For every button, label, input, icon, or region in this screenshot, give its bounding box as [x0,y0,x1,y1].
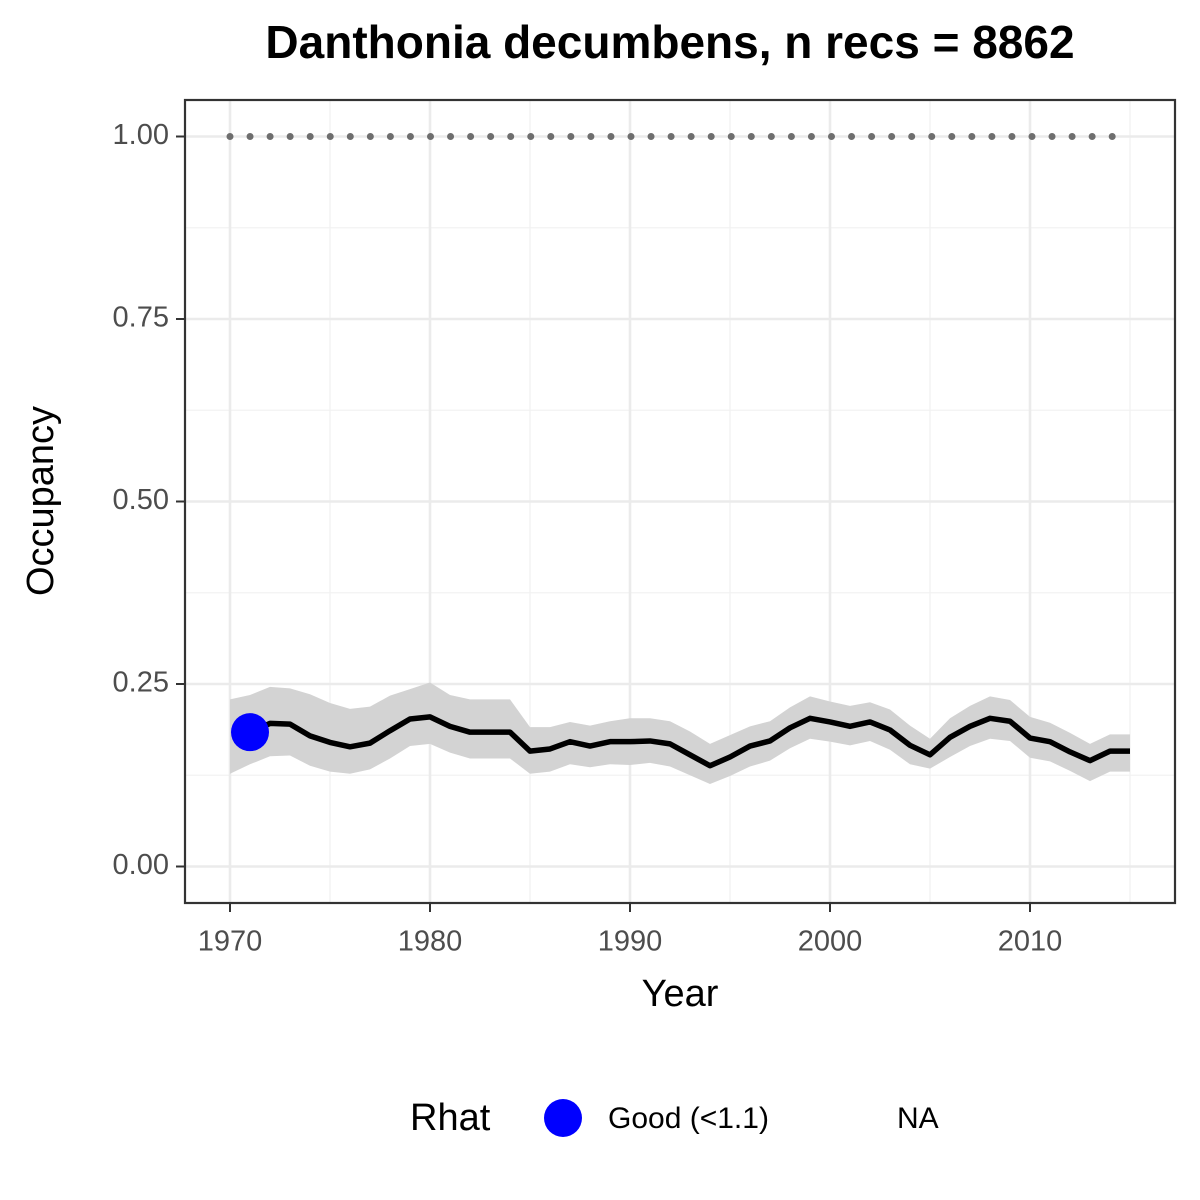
y-tick-label: 0.75 [113,302,169,334]
legend-title: Rhat [410,1097,491,1139]
x-tick-label: 1990 [598,926,663,958]
plot-border [183,98,1177,905]
y-tick-label: 1.00 [113,119,169,151]
x-tick-label: 2010 [998,926,1063,958]
x-tick-label: 2000 [798,926,863,958]
y-tick-label: 0.00 [113,849,169,881]
y-tick-label: 0.50 [113,484,169,516]
legend-label: Good (<1.1) [608,1102,769,1135]
legend-marker [544,1099,582,1137]
x-tick-label: 1970 [198,926,263,958]
legend-label: NA [897,1102,939,1135]
y-tick-label: 0.25 [113,667,169,699]
occupancy-line [248,714,1130,769]
confidence-ribbon [230,682,1130,785]
rhat-point [231,713,269,752]
y-axis-label: Occupancy [20,406,62,596]
x-tick-label: 1980 [398,926,463,958]
chart-title: Danthonia decumbens, n recs = 8862 [265,16,1074,68]
x-axis-label: Year [642,973,719,1015]
